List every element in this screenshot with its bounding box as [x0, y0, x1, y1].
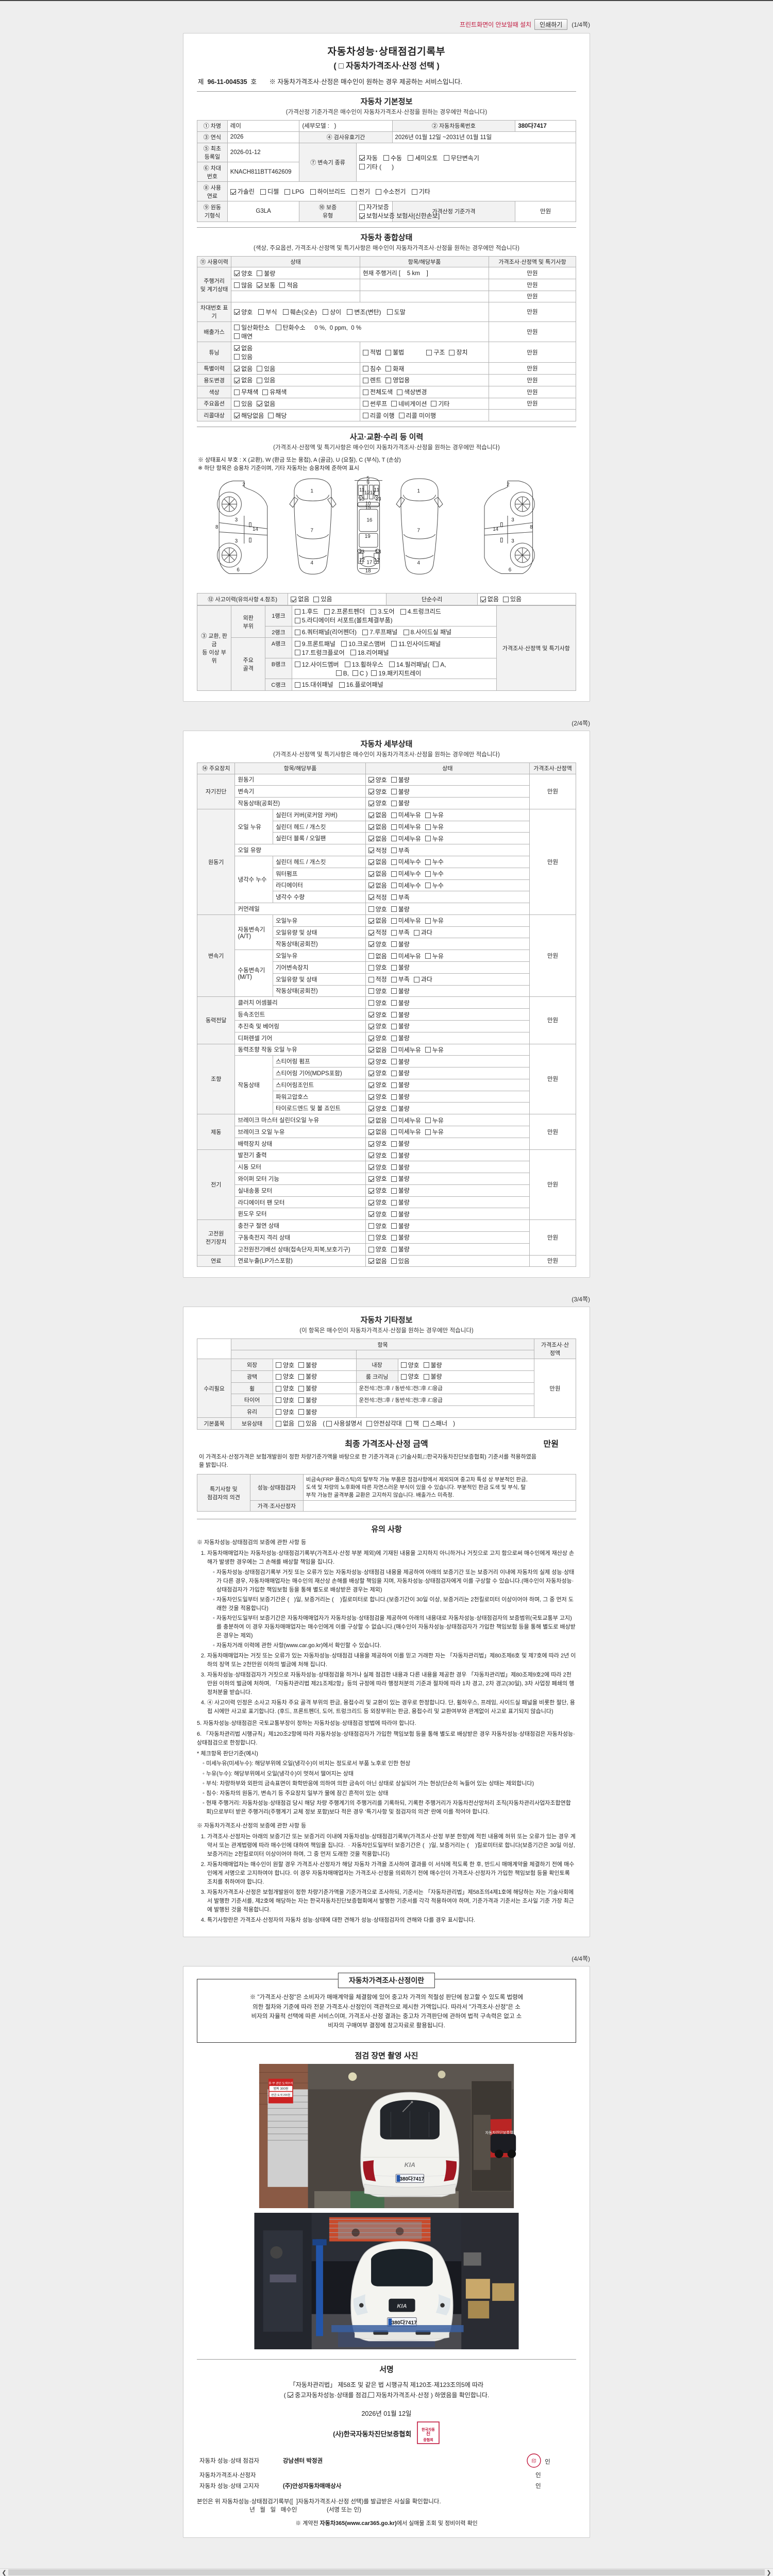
svg-text:8: 8 — [530, 524, 533, 530]
svg-text:16: 16 — [366, 518, 372, 523]
svg-text:3: 3 — [235, 538, 238, 544]
svg-text:380다7417: 380다7417 — [400, 2175, 425, 2182]
svg-text:3: 3 — [511, 538, 514, 544]
svg-text:9: 9 — [366, 480, 369, 486]
svg-text:범퍼 300원: 범퍼 300원 — [273, 2087, 288, 2091]
svg-text:3: 3 — [235, 517, 238, 523]
svg-text:7: 7 — [311, 528, 314, 534]
svg-text:KIA: KIA — [397, 2303, 407, 2309]
svg-text:12: 12 — [374, 557, 380, 563]
svg-text:380다7417: 380다7417 — [392, 2319, 417, 2326]
svg-text:4: 4 — [417, 561, 421, 566]
svg-text:18: 18 — [365, 568, 371, 574]
svg-text:6: 6 — [237, 567, 240, 573]
svg-text:유·무 관인 도색수리: 유·무 관인 도색수리 — [268, 2081, 293, 2085]
svg-text:13: 13 — [359, 549, 364, 555]
svg-text:12: 12 — [364, 490, 370, 496]
svg-text:12: 12 — [370, 490, 376, 496]
svg-text:13: 13 — [359, 496, 364, 502]
svg-text:증협회: 증협회 — [423, 2437, 433, 2442]
svg-text:15: 15 — [365, 505, 371, 511]
svg-text:14: 14 — [493, 527, 498, 532]
svg-text:17: 17 — [366, 560, 372, 566]
svg-text:판금·도색 200원: 판금·도색 200원 — [272, 2093, 291, 2097]
svg-text:2: 2 — [242, 482, 245, 487]
svg-text:7: 7 — [417, 528, 421, 534]
svg-text:6: 6 — [509, 567, 512, 573]
svg-text:3: 3 — [511, 517, 514, 523]
svg-text:KIA: KIA — [405, 2161, 415, 2168]
svg-text:1: 1 — [417, 488, 421, 494]
svg-text:4: 4 — [311, 561, 314, 566]
svg-text:1: 1 — [311, 488, 314, 494]
svg-text:8: 8 — [215, 524, 219, 530]
svg-text:2: 2 — [507, 482, 509, 487]
svg-text:19: 19 — [365, 534, 371, 539]
svg-text:진: 진 — [426, 2431, 430, 2436]
svg-text:12: 12 — [359, 557, 365, 563]
svg-text:13: 13 — [376, 549, 381, 555]
svg-text:14: 14 — [253, 527, 258, 532]
svg-text:13: 13 — [376, 496, 381, 502]
svg-text:印: 印 — [531, 2458, 536, 2464]
